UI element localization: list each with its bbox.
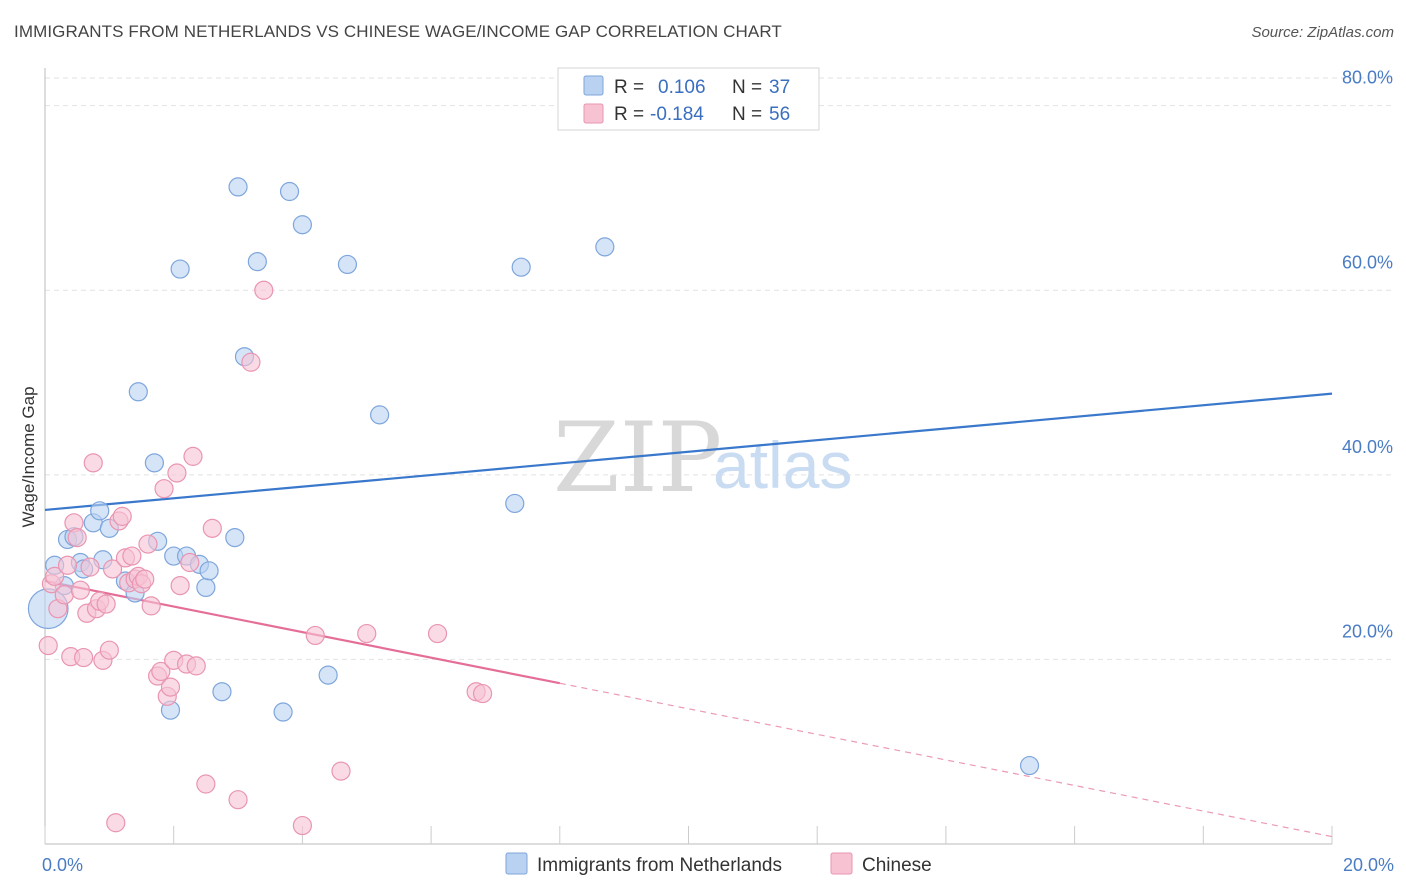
trend-line-chinese [44,579,561,685]
point-chinese [170,575,190,596]
point-netherlands [128,382,148,402]
point-chinese [472,683,493,704]
point-netherlands [228,177,248,197]
point-chinese [180,552,200,573]
legend-r-label: R = [614,104,644,125]
point-chinese [331,761,351,781]
source-label: Source: ZipAtlas.com [1251,24,1394,41]
watermark-zip: ZIP [553,402,722,514]
point-netherlands [196,577,216,598]
point-netherlands [337,254,358,275]
point-chinese [45,566,65,586]
point-chinese [99,640,119,660]
point-netherlands [511,257,531,277]
legend-swatch-netherlands [583,75,604,96]
legend-series: Immigrants from Netherlands Chinese [505,852,932,876]
point-chinese [241,352,261,372]
legend-r-value: -0.184 [650,104,704,125]
x-tick-label: 20.0% [1343,855,1394,875]
point-chinese [102,559,123,579]
point-chinese [154,479,174,499]
point-netherlands [212,682,232,702]
point-chinese [112,506,132,526]
point-netherlands [90,501,110,521]
chart-title: IMMIGRANTS FROM NETHERLANDS VS CHINESE W… [14,22,782,41]
point-netherlands [318,665,338,685]
point-netherlands [370,405,390,425]
point-chinese [83,453,103,473]
point-netherlands [273,702,293,722]
point-netherlands [279,181,300,202]
trend-line-netherlands [44,392,1333,512]
legend-r-value: 0.106 [658,77,706,98]
point-chinese [167,463,187,483]
point-netherlands [505,493,525,514]
point-netherlands [225,527,245,548]
legend-swatch-chinese [583,103,604,124]
x-tick-label: 0.0% [42,855,83,875]
legend-swatch-netherlands [505,852,528,875]
legend-swatch-chinese [830,852,853,875]
point-chinese [196,774,216,794]
point-chinese [427,623,448,644]
point-chinese [38,635,58,656]
point-chinese [80,557,100,577]
y-axis-title: Wage/Income Gap [19,386,38,527]
point-chinese [74,647,94,668]
point-chinese [67,527,87,548]
point-netherlands [247,252,267,272]
point-netherlands [292,215,312,235]
point-chinese [57,555,78,575]
legend-n-label: N = [732,77,762,98]
point-chinese [183,446,203,466]
trend-line-extension-chinese [559,682,1333,838]
legend-r-label: R = [614,77,644,98]
point-chinese [151,661,171,682]
y-tick-label: 60.0% [1342,252,1393,272]
legend-n-label: N = [732,104,762,125]
point-chinese [202,518,222,538]
point-netherlands [199,561,219,581]
point-chinese [292,815,312,836]
watermark: ZIP atlas [553,402,852,514]
point-netherlands [595,237,615,257]
legend-n-value: 37 [769,77,790,98]
point-chinese [186,656,206,676]
y-tick-label: 20.0% [1342,621,1393,641]
point-netherlands [170,259,190,279]
y-tick-label: 80.0% [1342,68,1393,88]
y-tick-label: 40.0% [1342,437,1393,457]
legend-stats: R = 0.106 N = 37 R = -0.184 N = 56 [557,67,820,131]
point-chinese [138,534,158,554]
watermark-atlas: atlas [713,428,852,502]
point-netherlands [144,453,164,473]
point-chinese [254,280,274,300]
point-chinese [228,790,248,810]
point-chinese [106,813,126,833]
point-chinese [357,623,377,644]
point-chinese [305,625,325,646]
legend-label-netherlands: Immigrants from Netherlands [537,855,782,876]
point-chinese [70,580,90,600]
point-chinese [141,596,161,616]
axes: 20.0% 40.0% 60.0% 80.0% 0.0% 20.0% [42,68,1394,875]
point-netherlands [1019,755,1040,776]
point-chinese [54,585,74,605]
data-points [27,177,1040,836]
legend-label-chinese: Chinese [862,855,932,876]
point-chinese [160,677,181,697]
point-chinese [135,569,155,589]
point-chinese [96,594,116,614]
point-chinese [122,546,142,566]
legend-n-value: 56 [769,104,790,125]
